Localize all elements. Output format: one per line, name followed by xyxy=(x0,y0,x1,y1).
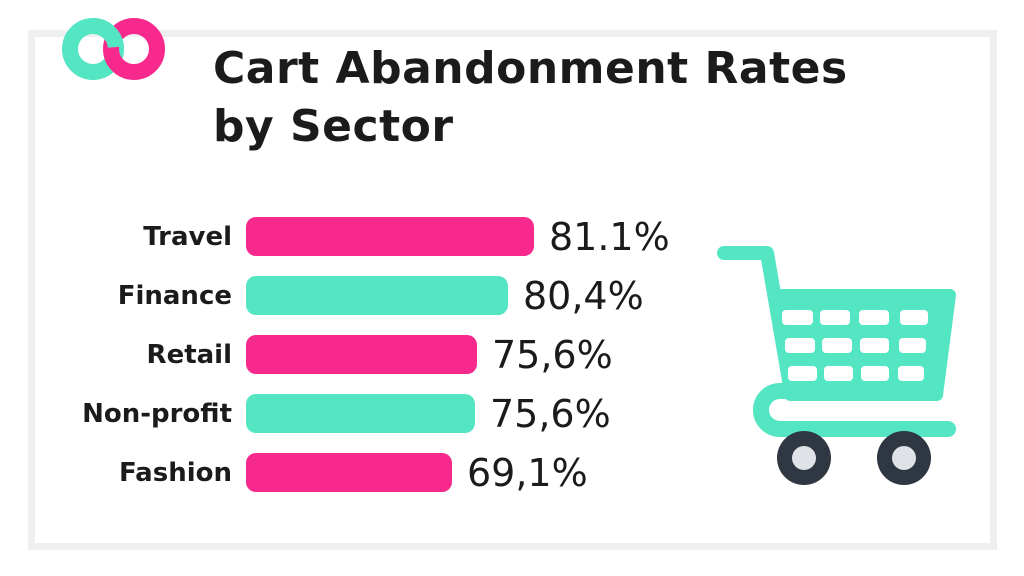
chart-row: Finance 80,4% xyxy=(36,273,670,318)
bar xyxy=(246,394,475,433)
bar xyxy=(246,453,452,492)
bar xyxy=(246,217,534,256)
category-label: Non-profit xyxy=(82,398,232,429)
category-label: Finance xyxy=(117,280,232,311)
chart-row: Retail 75,6% xyxy=(36,332,670,377)
category-label: Travel xyxy=(143,221,232,252)
chart-row: Fashion 69,1% xyxy=(36,450,670,495)
chart-row: Non-profit 75,6% xyxy=(36,391,670,436)
value-label: 75,6% xyxy=(492,332,613,377)
infinity-logo xyxy=(60,10,172,92)
chart-row: Travel 81.1% xyxy=(36,214,670,259)
chart-title-line1: Cart Abandonment Rates xyxy=(213,43,848,94)
bar-chart: Travel 81.1% Finance 80,4% Retail 75,6% Non-pr… xyxy=(36,214,670,512)
cart-wheels xyxy=(777,431,931,485)
value-label: 69,1% xyxy=(467,450,588,495)
category-label: Fashion xyxy=(118,457,232,488)
chart-title: Cart Abandonment Rates by Sector xyxy=(213,40,848,156)
category-label: Retail xyxy=(146,339,232,370)
bar xyxy=(246,335,477,374)
infinity-logo-icon xyxy=(62,18,165,80)
bar xyxy=(246,276,508,315)
value-label: 81.1% xyxy=(549,214,670,259)
value-label: 75,6% xyxy=(490,391,611,436)
chart-title-line2: by Sector xyxy=(213,101,454,153)
shopping-cart-icon xyxy=(710,228,960,492)
page-frame xyxy=(28,30,997,550)
value-label: 80,4% xyxy=(523,273,644,318)
